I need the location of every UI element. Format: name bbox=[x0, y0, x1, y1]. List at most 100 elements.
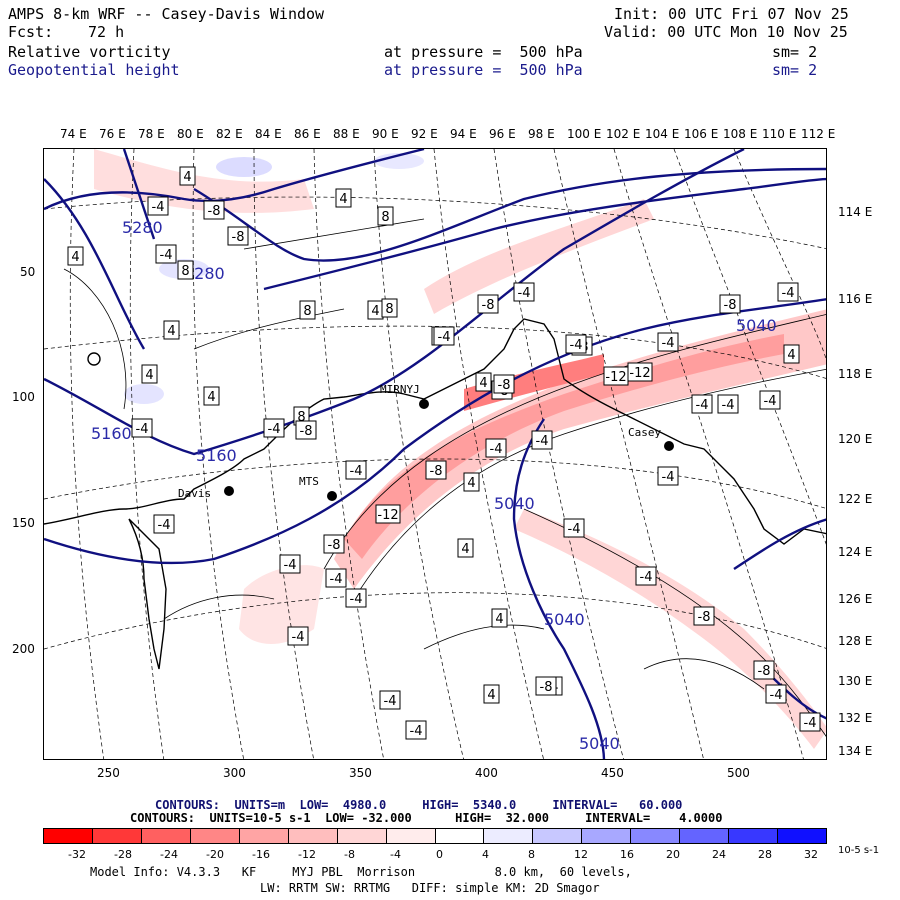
longitude-label: 80 E bbox=[177, 127, 204, 141]
station-mirny-label: MIRNYJ bbox=[380, 383, 420, 396]
vorticity-contours bbox=[63, 218, 826, 737]
height-label: 5040 bbox=[736, 316, 777, 335]
legend-swatch bbox=[337, 829, 387, 843]
vorticity-label-text: -4 bbox=[536, 434, 549, 449]
vorticity-label-text: -4 bbox=[568, 522, 581, 537]
vorticity-label-text: -8 bbox=[430, 464, 443, 479]
longitude-label: 74 E bbox=[60, 127, 87, 141]
vorticity-label-text: -4 bbox=[764, 394, 777, 409]
legend-tick: 32 bbox=[804, 848, 818, 861]
weather-map: MIRNYJ Casey Davis MTS 5280 5280 5160 51… bbox=[43, 148, 827, 760]
vorticity-label: -8 bbox=[693, 606, 715, 626]
longitude-label: 110 E bbox=[762, 127, 797, 141]
vorticity-label-text: -8 bbox=[758, 664, 771, 679]
vorticity-label-text: -8 bbox=[698, 610, 711, 625]
vorticity-label-text: -12 bbox=[605, 370, 626, 385]
legend-tick: 20 bbox=[666, 848, 680, 861]
longitude-label: 122 E bbox=[838, 492, 873, 506]
forecast-hours: 72 h bbox=[88, 23, 125, 41]
vorticity-label: -8 bbox=[535, 676, 557, 696]
map-canvas: MIRNYJ Casey Davis MTS 5280 5280 5160 51… bbox=[44, 149, 826, 759]
vorticity-label: -4 bbox=[563, 518, 585, 538]
vorticity-label: -4 bbox=[777, 282, 799, 302]
y-tick-label: 150 bbox=[12, 516, 35, 530]
vorticity-label: -4 bbox=[345, 588, 367, 608]
vorticity-label-text: -12 bbox=[629, 366, 650, 381]
longitude-label: 84 E bbox=[255, 127, 282, 141]
vorticity-label-text: -4 bbox=[662, 336, 675, 351]
longitude-label: 78 E bbox=[138, 127, 165, 141]
longitude-label: 120 E bbox=[838, 432, 873, 446]
vorticity-label: -4 bbox=[155, 244, 177, 264]
vorticity-label: 4 bbox=[335, 188, 352, 208]
legend-tick: -24 bbox=[160, 848, 178, 861]
vorticity-label: 4 bbox=[141, 364, 158, 384]
vorticity-label-text: -4 bbox=[662, 470, 675, 485]
vorticity-label: -12 bbox=[375, 504, 401, 524]
longitude-label: 86 E bbox=[294, 127, 321, 141]
vorticity-label: 8 bbox=[377, 206, 394, 226]
vorticity-label-text: -4 bbox=[570, 338, 583, 353]
vorticity-negative-patch-3 bbox=[124, 384, 164, 404]
longitude-label: 100 E bbox=[567, 127, 602, 141]
vorticity-label: 4 bbox=[203, 386, 220, 406]
longitude-label: 82 E bbox=[216, 127, 243, 141]
legend-swatch bbox=[435, 829, 485, 843]
vorticity-label: -8 bbox=[477, 294, 499, 314]
vorticity-label-text: -4 bbox=[804, 716, 817, 731]
legend-tick: 8 bbox=[528, 848, 535, 861]
longitude-label: 98 E bbox=[528, 127, 555, 141]
station-davis-marker bbox=[224, 486, 234, 496]
longitude-label: 116 E bbox=[838, 292, 873, 306]
vorticity-label: -4 bbox=[635, 566, 657, 586]
vorticity-label-text: -4 bbox=[490, 442, 503, 457]
stations: MIRNYJ Casey Davis MTS bbox=[178, 383, 674, 501]
vorticity-label: -4 bbox=[131, 418, 153, 438]
vorticity-label-text: 4 bbox=[487, 688, 495, 703]
forecast-label: Fcst: bbox=[8, 23, 54, 41]
vorticity-label-text: 4 bbox=[207, 390, 215, 405]
legend-tick: -20 bbox=[206, 848, 224, 861]
vorticity-label-text: -4 bbox=[640, 570, 653, 585]
legend-swatch bbox=[386, 829, 436, 843]
vorticity-label-text: 4 bbox=[71, 250, 79, 265]
vorticity-label: -8 bbox=[227, 226, 249, 246]
field1-name: Relative vorticity bbox=[8, 43, 171, 61]
legend-swatch bbox=[44, 829, 93, 843]
vorticity-label-text: 4 bbox=[495, 612, 503, 627]
longitude-label: 90 E bbox=[372, 127, 399, 141]
y-tick-label: 100 bbox=[12, 390, 35, 404]
vorticity-negative-patch-4 bbox=[374, 153, 424, 169]
legend-swatch bbox=[239, 829, 289, 843]
vorticity-label: 4 bbox=[457, 538, 474, 558]
vorticity-label-text: -4 bbox=[160, 248, 173, 263]
vorticity-label: 8 bbox=[299, 300, 316, 320]
legend-tick: -16 bbox=[252, 848, 270, 861]
vorticity-label: -4 bbox=[513, 282, 535, 302]
legend-swatch bbox=[141, 829, 191, 843]
legend-tick: -8 bbox=[344, 848, 355, 861]
legend-swatch bbox=[190, 829, 240, 843]
longitude-label: 128 E bbox=[838, 634, 873, 648]
vorticity-label-text: 4 bbox=[145, 368, 153, 383]
legend-swatch bbox=[92, 829, 142, 843]
vorticity-label: 4 bbox=[783, 344, 800, 364]
vorticity-label: -4 bbox=[657, 332, 679, 352]
vorticity-label: 4 bbox=[163, 320, 180, 340]
vorticity-label-text: 8 bbox=[297, 410, 305, 425]
vorticity-label: -4 bbox=[345, 460, 367, 480]
legend-tick: 0 bbox=[436, 848, 443, 861]
longitude-label: 132 E bbox=[838, 711, 873, 725]
height-label: 5160 bbox=[91, 424, 132, 443]
vorticity-label-text: -4 bbox=[152, 200, 165, 215]
color-legend bbox=[43, 828, 827, 844]
vorticity-band-main bbox=[334, 309, 826, 589]
station-mts-marker bbox=[327, 491, 337, 501]
vorticity-label-text: -4 bbox=[782, 286, 795, 301]
vorticity-label-text: 8 bbox=[385, 302, 393, 317]
height-label: 5040 bbox=[579, 734, 620, 753]
longitude-label: 96 E bbox=[489, 127, 516, 141]
station-casey-label: Casey bbox=[628, 426, 661, 439]
vorticity-label: -4 bbox=[405, 720, 427, 740]
height-contours bbox=[44, 149, 826, 759]
